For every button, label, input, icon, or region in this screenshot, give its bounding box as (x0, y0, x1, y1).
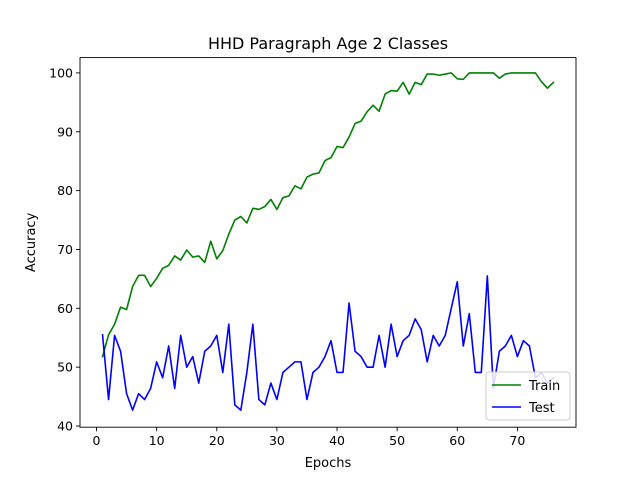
series-line-train (101, 72, 555, 358)
y-tick-label: 50 (57, 360, 73, 375)
y-tick-label: 100 (49, 65, 73, 80)
y-tick-label: 90 (57, 124, 73, 139)
x-axis-title: Epochs (305, 456, 352, 471)
legend-label-test: Test (528, 401, 555, 416)
x-tick-label: 0 (93, 433, 101, 448)
y-tick-label: 70 (57, 242, 73, 257)
legend-box (485, 371, 571, 421)
x-tick-label: 30 (269, 433, 285, 448)
x-tick-label: 40 (329, 433, 345, 448)
series-layer (101, 72, 555, 411)
x-axis-ticks: 0 10 20 30 40 50 60 70 (93, 427, 525, 448)
y-tick-label: 80 (57, 183, 73, 198)
x-tick-label: 50 (389, 433, 405, 448)
x-tick-label: 60 (449, 433, 465, 448)
y-tick-label: 40 (57, 419, 73, 434)
y-axis-title: Accuracy (24, 212, 39, 272)
chart-title: HHD Paragraph Age 2 Classes (208, 34, 448, 53)
y-tick-label: 60 (57, 301, 73, 316)
x-tick-label: 70 (509, 433, 525, 448)
y-axis-ticks: 40 50 60 70 80 90 100 (49, 65, 80, 434)
legend-label-train: Train (528, 379, 560, 394)
x-tick-label: 20 (209, 433, 225, 448)
x-tick-label: 10 (149, 433, 165, 448)
series-line-test (101, 275, 555, 411)
legend: Train Test (485, 371, 571, 421)
plot-area (80, 57, 576, 428)
plot-frame (79, 57, 577, 428)
